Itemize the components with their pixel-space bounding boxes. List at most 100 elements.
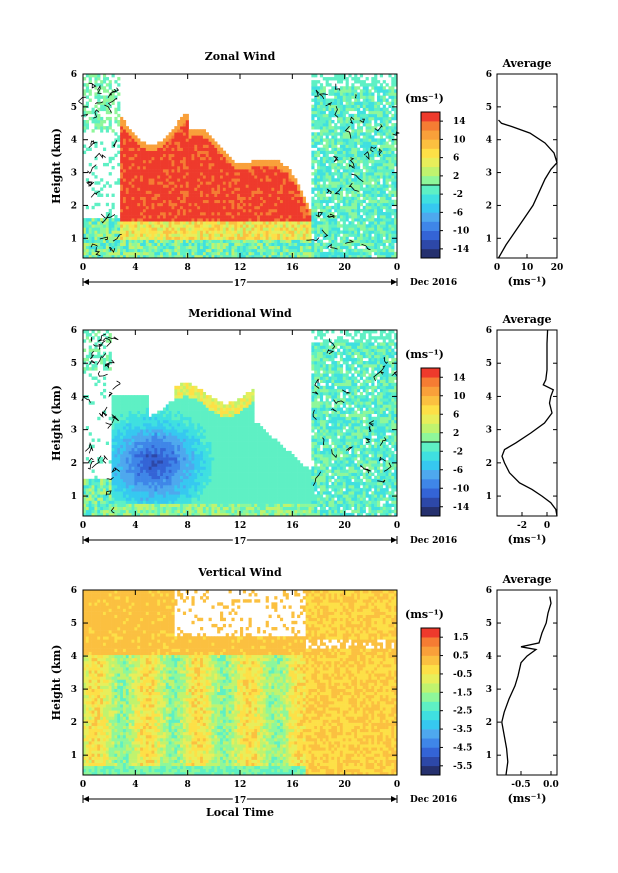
heatmap-cell: [100, 129, 104, 133]
heatmap-cell: [128, 196, 132, 201]
heatmap-cell: [162, 218, 167, 222]
heatmap-cell: [105, 95, 109, 99]
heatmap-cell: [245, 224, 249, 228]
heatmap-cell: [248, 227, 252, 231]
heatmap-cell: [228, 169, 232, 173]
heatmap-cell: [171, 215, 175, 219]
heatmap-cell: [111, 481, 115, 486]
heatmap-cell: [299, 205, 304, 210]
heatmap-cell: [228, 166, 232, 170]
heatmap-cell: [245, 215, 249, 219]
heatmap-cell: [182, 218, 187, 222]
contour-line: [334, 187, 342, 195]
heatmap-cell: [174, 193, 178, 197]
heatmap-cell: [220, 175, 224, 179]
heatmap-cell: [328, 172, 332, 176]
heatmap-cell: [362, 181, 366, 185]
heatmap-cell: [148, 242, 152, 247]
heatmap-cell: [322, 104, 326, 109]
heatmap-cell: [182, 205, 187, 210]
heatmap-cell: [157, 184, 161, 188]
heatmap-cell: [251, 215, 255, 219]
heatmap-cell: [339, 190, 344, 194]
heatmap-cell: [88, 239, 92, 243]
heatmap-cell: [111, 407, 115, 411]
contour-line: [95, 247, 101, 256]
heatmap-cell: [240, 248, 244, 253]
heatmap-cell: [374, 193, 378, 197]
x-tick-label: 0: [80, 263, 86, 273]
heatmap-cell: [365, 230, 369, 234]
heatmap-cell: [274, 254, 278, 259]
heatmap-cell: [351, 162, 355, 167]
heatmap-cell: [228, 175, 232, 179]
heatmap-cell: [388, 162, 392, 167]
heatmap-cell: [214, 172, 218, 176]
heatmap-cell: [142, 172, 147, 176]
heatmap-cell: [142, 156, 147, 161]
heatmap-cell: [162, 166, 167, 170]
heatmap-cell: [108, 172, 112, 176]
heatmap-cell: [160, 172, 164, 176]
heatmap-cell: [168, 245, 172, 250]
heatmap-cell: [122, 144, 127, 148]
heatmap-cell: [339, 159, 344, 164]
heatmap-cell: [322, 120, 326, 124]
heatmap-cell: [265, 205, 269, 210]
heatmap-cell: [374, 172, 378, 176]
heatmap-cell: [374, 132, 378, 136]
heatmap-cell: [177, 178, 181, 182]
heatmap-cell: [105, 485, 109, 489]
heatmap-cell: [122, 208, 127, 213]
contour-lines: [78, 82, 400, 256]
heatmap-cell: [137, 175, 141, 179]
heatmap-cell: [131, 500, 135, 504]
heatmap-cell: [339, 92, 344, 96]
heatmap-cell: [314, 215, 318, 219]
heatmap-cell: [379, 156, 384, 161]
heatmap-cell: [374, 239, 378, 243]
heatmap-cell: [317, 107, 321, 112]
heatmap-cell: [165, 254, 169, 259]
heatmap-cell: [91, 221, 95, 225]
heatmap-cell: [148, 199, 152, 204]
heatmap-cell: [388, 132, 392, 136]
heatmap-cell: [334, 208, 338, 213]
heatmap-cell: [354, 132, 358, 136]
heatmap-cell: [359, 251, 364, 256]
heatmap-cell: [251, 208, 255, 213]
heatmap-cell: [297, 202, 301, 207]
heatmap-cell: [379, 83, 384, 87]
heatmap-cell: [211, 150, 215, 155]
heatmap-cell: [248, 187, 252, 191]
heatmap-cell: [374, 181, 378, 185]
heatmap-cell: [117, 435, 121, 439]
heatmap-cell: [85, 110, 89, 115]
heatmap-cell: [274, 245, 278, 250]
heatmap-cell: [394, 95, 398, 99]
heatmap-cell: [231, 169, 235, 173]
heatmap-cell: [122, 181, 127, 185]
heatmap-cell: [125, 224, 129, 228]
heatmap-cell: [114, 497, 118, 501]
heatmap-cell: [339, 166, 344, 170]
heatmap-cell: [314, 224, 318, 228]
heatmap-cell: [345, 104, 349, 109]
heatmap-cell: [328, 159, 332, 164]
heatmap-cell: [97, 478, 101, 483]
heatmap-cell: [194, 221, 198, 225]
heatmap-cell: [317, 120, 321, 124]
heatmap-cell: [205, 193, 209, 197]
heatmap-cell: [311, 218, 315, 222]
heatmap-cell: [117, 463, 121, 467]
heatmap-cell: [314, 135, 318, 139]
heatmap-cell: [217, 205, 221, 210]
heatmap-cell: [120, 466, 124, 470]
heatmap-cell: [257, 193, 261, 197]
heatmap-cell: [162, 230, 167, 234]
heatmap-cell: [328, 162, 332, 167]
heatmap-cell: [214, 150, 218, 155]
heatmap-cell: [351, 242, 355, 247]
heatmap-cell: [365, 202, 369, 207]
heatmap-cell: [385, 166, 389, 170]
